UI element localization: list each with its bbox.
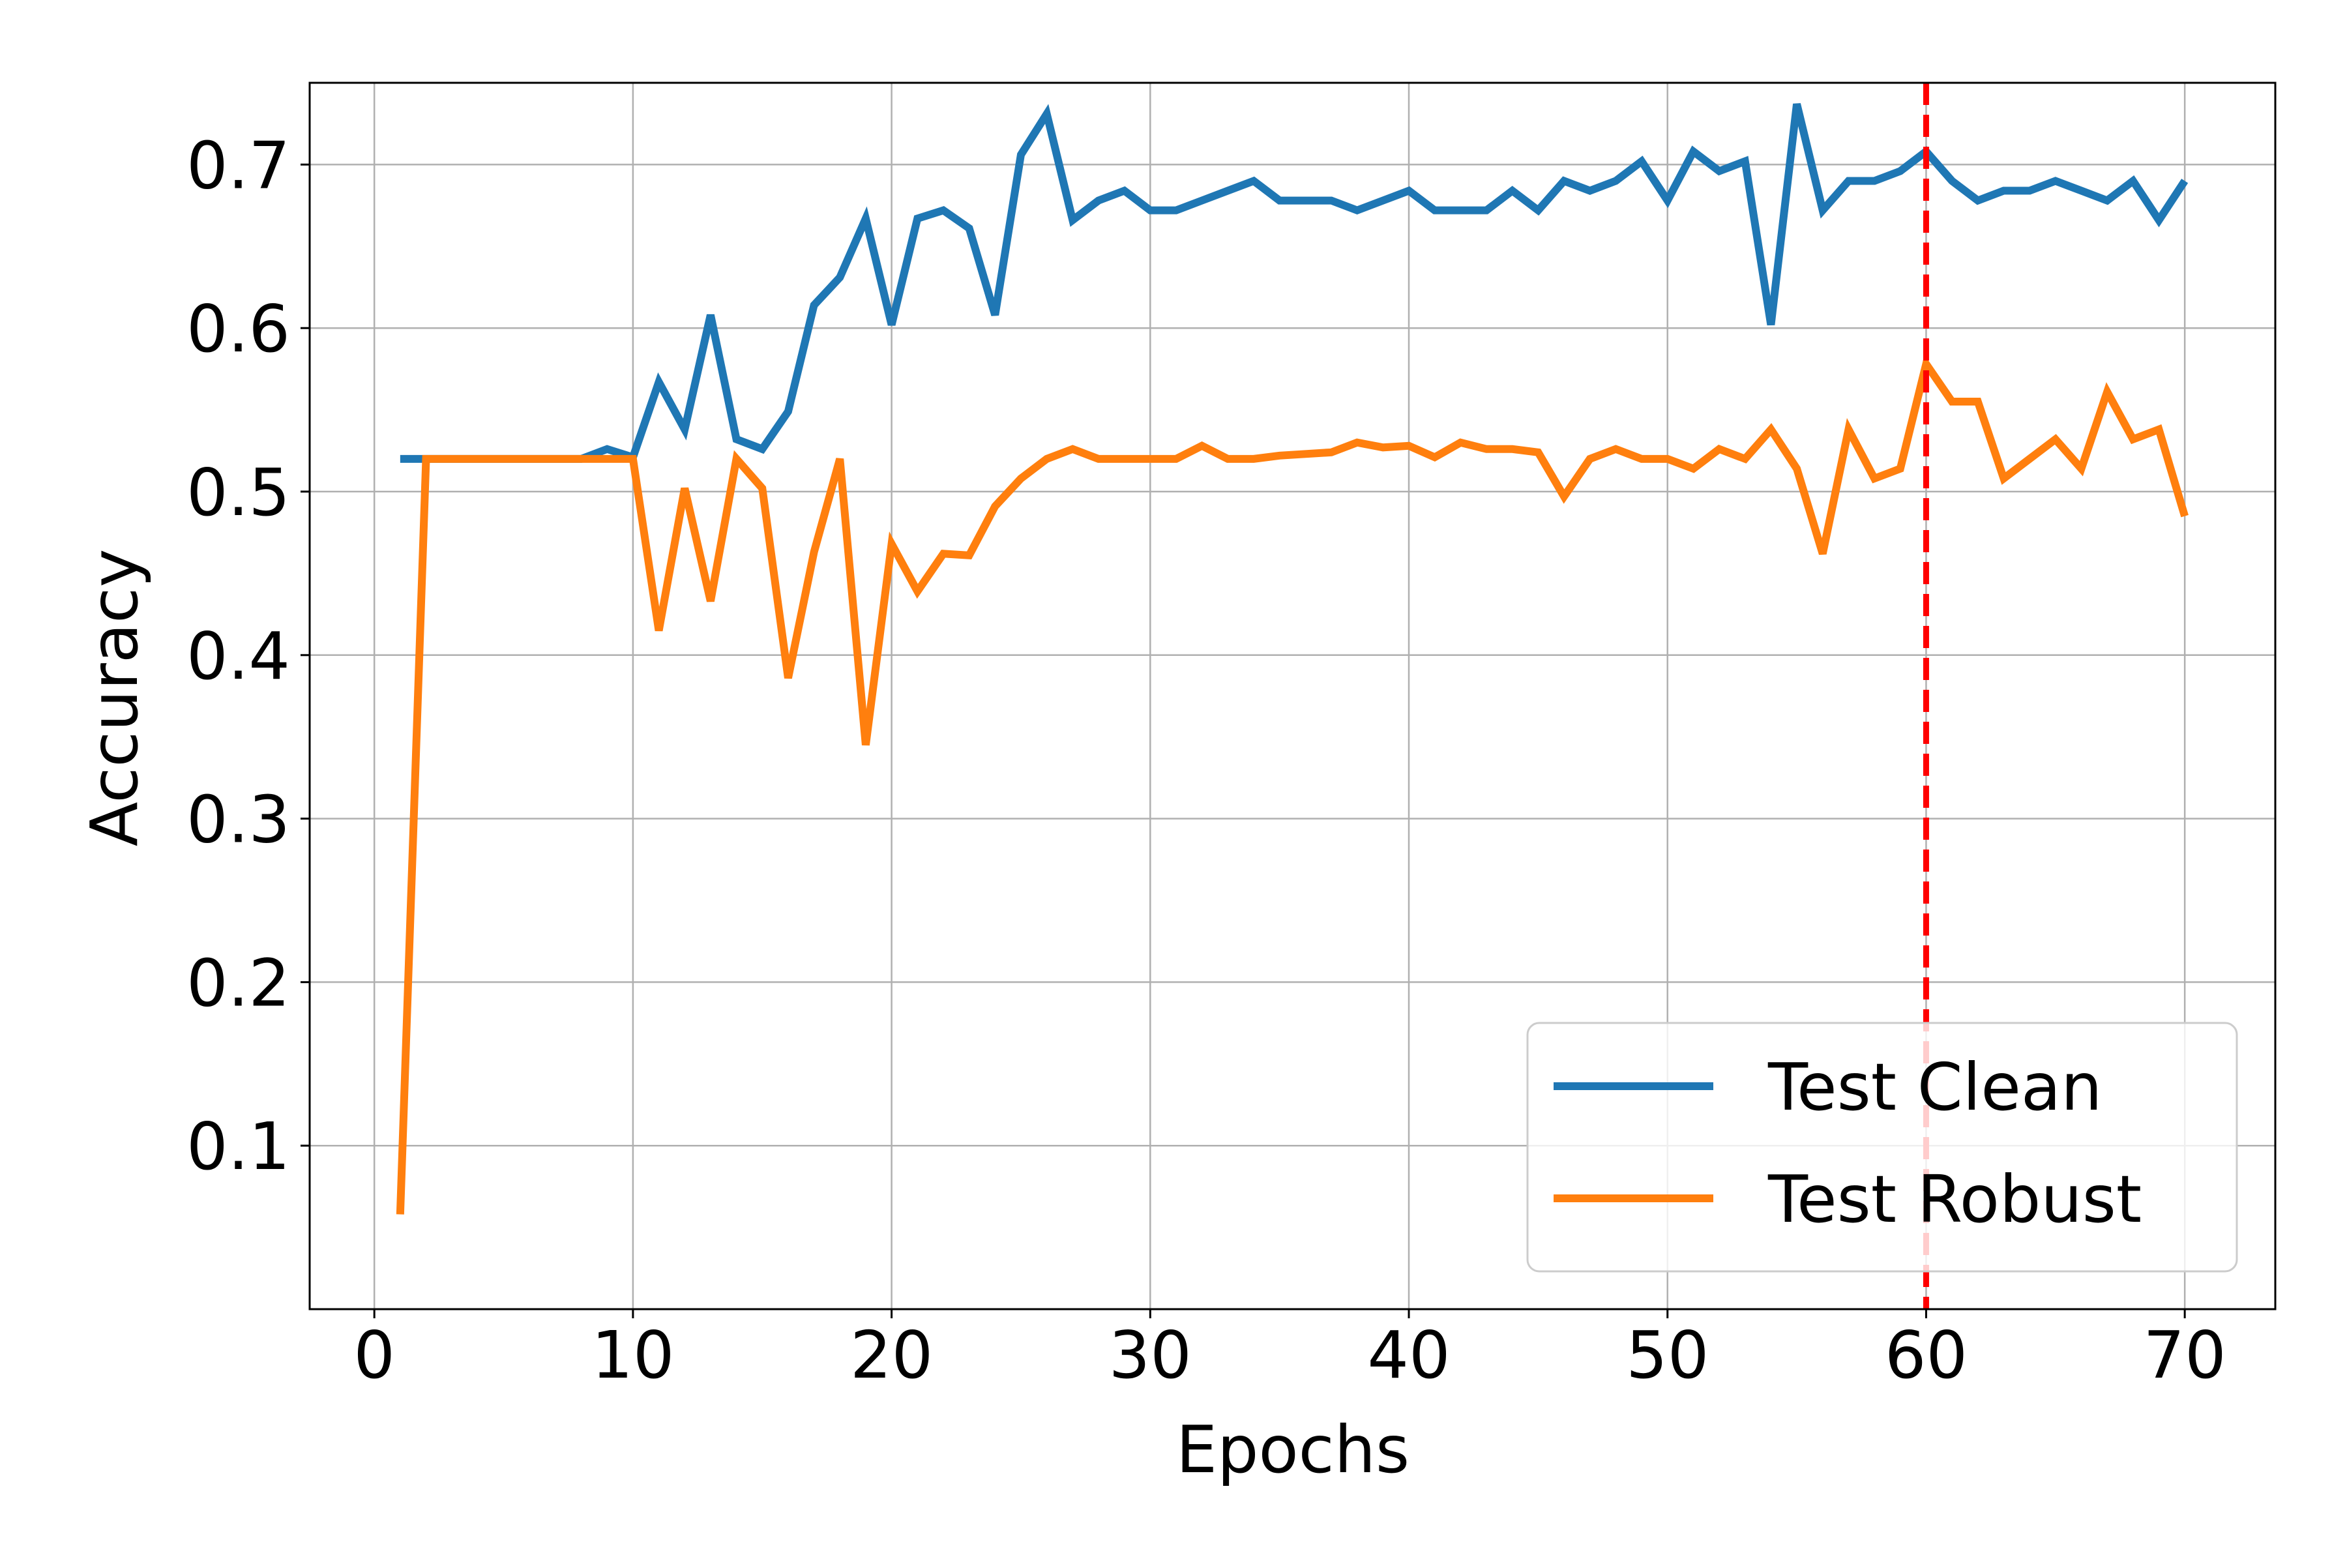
- grid: [310, 83, 2275, 1309]
- legend-label: Test Robust: [1767, 1161, 2142, 1237]
- y-tick-label: 0.2: [186, 945, 290, 1021]
- x-axis-label: Epochs: [1176, 1412, 1410, 1488]
- x-tick-label: 50: [1626, 1317, 1709, 1393]
- y-tick-label: 0.5: [186, 454, 290, 531]
- legend: Test Clean Test Robust: [1526, 1022, 2238, 1273]
- y-tick-label: 0.3: [186, 782, 290, 858]
- y-tick-label: 0.4: [186, 618, 290, 694]
- series-layer: [396, 103, 2189, 1215]
- x-tick-label: 10: [591, 1317, 674, 1393]
- x-tick-label: 0: [353, 1317, 395, 1393]
- axis-ticks: 0 10 20 30 40 50 60 70 0.1 0.2 0.3 0.4 0.5 0.6 0.7: [186, 127, 2226, 1393]
- legend-label: Test Clean: [1767, 1049, 2103, 1125]
- y-tick-label: 0.1: [186, 1108, 290, 1185]
- x-tick-label: 40: [1367, 1317, 1450, 1393]
- x-tick-label: 30: [1109, 1317, 1192, 1393]
- series-line-test-robust: [396, 354, 2189, 1215]
- y-tick-label: 0.7: [186, 127, 290, 203]
- x-tick-label: 70: [2144, 1317, 2226, 1393]
- x-tick-label: 60: [1885, 1317, 1968, 1393]
- x-tick-label: 20: [850, 1317, 933, 1393]
- y-tick-label: 0.6: [186, 291, 290, 367]
- series-line-test-clean: [400, 103, 2189, 463]
- plot-frame: [308, 81, 2277, 1310]
- y-axis-label: Accuracy: [76, 549, 153, 847]
